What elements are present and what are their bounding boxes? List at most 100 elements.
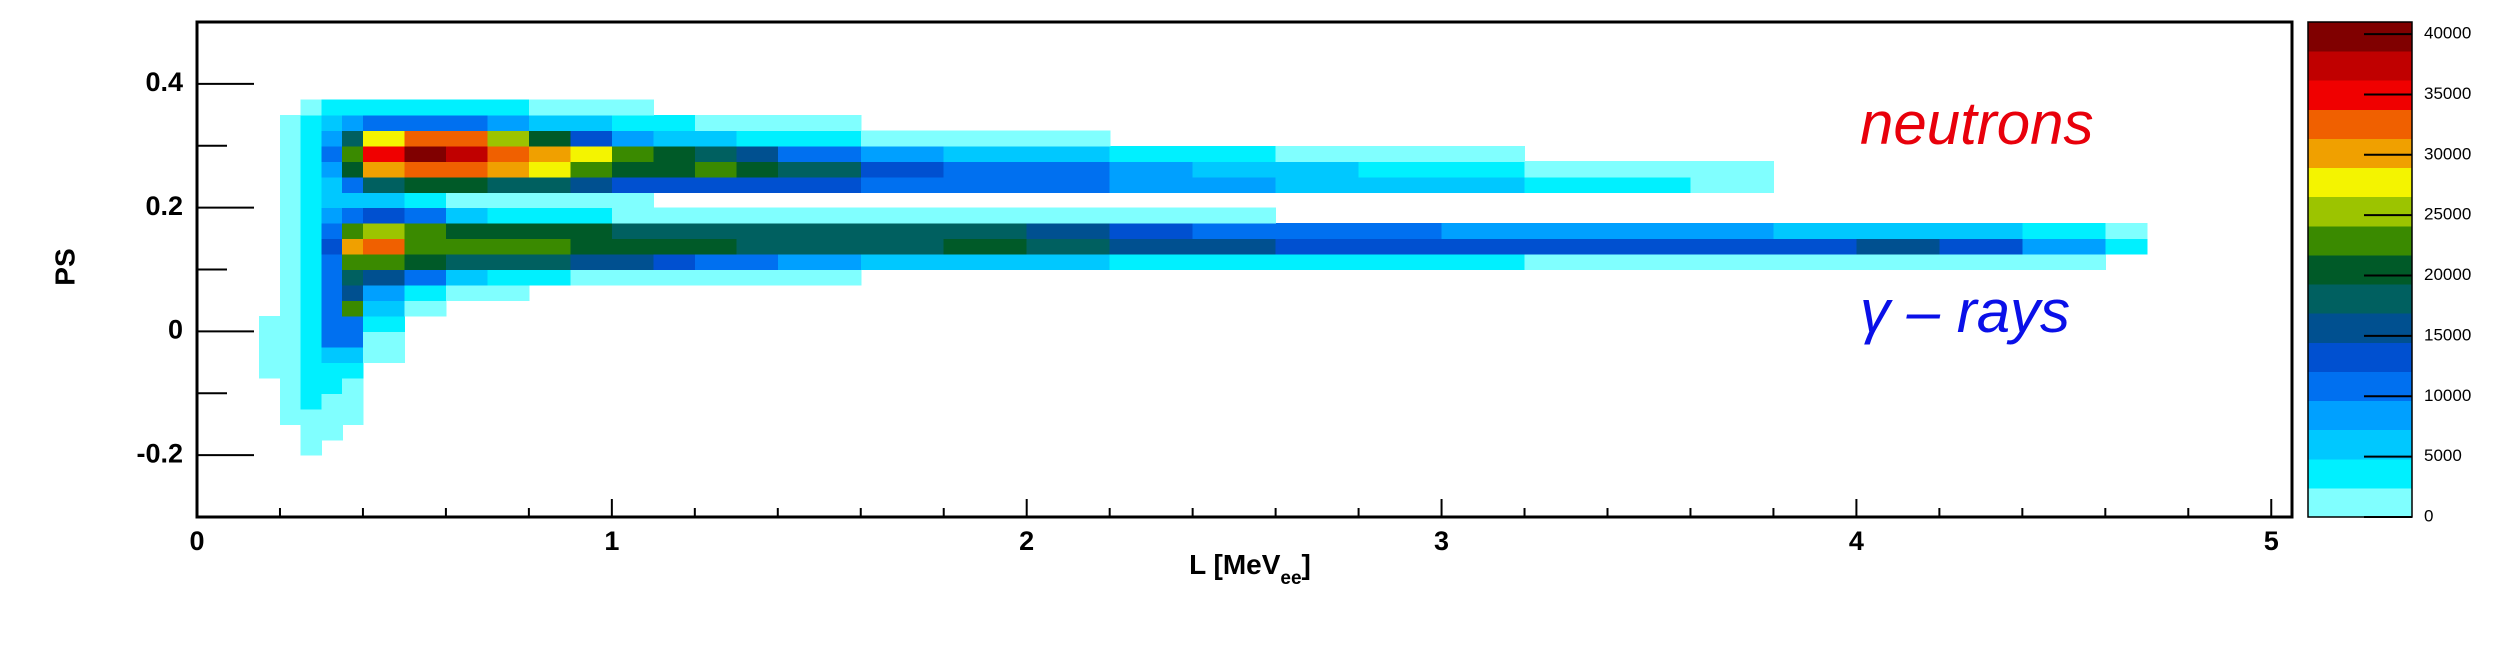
- contour-cell: [342, 84, 363, 100]
- contour-cell: [1525, 362, 1609, 378]
- contour-cell: [943, 254, 1028, 271]
- x-tick-label: 1: [604, 526, 619, 556]
- contour-cell: [861, 331, 945, 347]
- contour-cell: [1359, 84, 1443, 100]
- contour-cell: [1442, 378, 1526, 394]
- contour-cell: [279, 207, 302, 224]
- contour-cell: [259, 315, 281, 332]
- contour-cell: [612, 362, 654, 378]
- contour-cell: [653, 393, 695, 409]
- contour-cell: [529, 331, 571, 347]
- contour-cell: [1607, 285, 1691, 301]
- contour-cell: [1773, 223, 1858, 240]
- contour-cell: [1110, 84, 1194, 100]
- contour-cell: [1359, 409, 1443, 425]
- contour-cell: [612, 84, 654, 100]
- contour-cell: [1939, 378, 2023, 394]
- contour-cell: [861, 424, 945, 440]
- contour-cell: [1690, 130, 1774, 146]
- contour-cell: [342, 223, 364, 240]
- contour-cell: [404, 316, 446, 332]
- contour-cell: [943, 145, 1028, 162]
- contour-cell: [2105, 440, 2147, 456]
- contour-cell: [2105, 316, 2147, 332]
- contour-cell: [321, 176, 343, 193]
- contour-cell: [342, 346, 364, 363]
- contour-cell: [1359, 424, 1443, 440]
- contour-cell: [570, 409, 612, 425]
- contour-cell: [362, 161, 406, 178]
- contour-cell: [1856, 208, 1940, 224]
- contour-cell: [570, 300, 612, 316]
- contour-cell: [1026, 176, 1111, 193]
- colorbar-level: [2308, 342, 2412, 372]
- contour-cell: [695, 393, 737, 409]
- contour-cell: [2022, 192, 2106, 208]
- contour-cell: [944, 99, 1028, 115]
- contour-cell: [259, 393, 280, 409]
- contour-cell: [944, 393, 1028, 409]
- contour-cell: [300, 207, 323, 224]
- contour-cell: [1856, 161, 1940, 177]
- contour-cell: [1193, 300, 1277, 316]
- contour-cell: [861, 270, 945, 286]
- colorbar-level: [2308, 225, 2412, 256]
- contour-cell: [1524, 238, 1609, 255]
- contour-cell: [736, 331, 778, 347]
- contour-cell: [2022, 409, 2106, 425]
- contour-cell: [861, 378, 945, 394]
- contour-cell: [1110, 347, 1194, 363]
- contour-cell: [1607, 223, 1692, 240]
- contour-cell: [1939, 208, 2023, 224]
- contour-cell: [259, 115, 280, 131]
- contour-cell: [1856, 424, 1940, 440]
- contour-cell: [1607, 146, 1691, 162]
- contour-cell: [1939, 254, 2023, 271]
- contour-cell: [653, 192, 695, 208]
- colorbar-tick-label: 30000: [2424, 144, 2471, 163]
- contour-cell: [570, 130, 613, 147]
- contour-cell: [1607, 130, 1691, 146]
- contour-cell: [736, 362, 778, 378]
- contour-cell: [736, 378, 778, 394]
- contour-cell: [1358, 238, 1443, 255]
- contour-cell: [342, 161, 364, 178]
- x-axis-label-main: L [MeV: [1189, 549, 1281, 580]
- colorbar-tick-label: 20000: [2424, 265, 2471, 284]
- contour-cell: [1441, 223, 1526, 240]
- contour-cell: [611, 207, 654, 224]
- contour-cell: [695, 378, 737, 394]
- contour-cell: [653, 440, 695, 456]
- contour-cell: [1856, 238, 1940, 255]
- contour-cell: [778, 285, 862, 301]
- contour-cell: [861, 300, 945, 316]
- contour-cell: [280, 84, 301, 100]
- contour-cell: [1607, 424, 1691, 440]
- contour-cell: [944, 362, 1028, 378]
- contour-cell: [487, 207, 530, 224]
- contour-cell: [342, 440, 363, 456]
- contour-area: [259, 84, 2148, 456]
- colorbar-level: [2308, 429, 2412, 460]
- contour-cell: [1525, 99, 1609, 115]
- contour-cell: [1939, 424, 2023, 440]
- contour-cell: [1690, 440, 1774, 456]
- contour-cell: [653, 362, 695, 378]
- contour-cell: [653, 176, 696, 193]
- contour-cell: [342, 114, 364, 131]
- contour-cell: [1525, 347, 1609, 363]
- contour-cell: [1773, 362, 1857, 378]
- contour-cell: [342, 331, 364, 348]
- contour-cell: [1856, 347, 1940, 363]
- contour-cell: [404, 84, 446, 100]
- contour-cell: [445, 269, 488, 286]
- contour-cell: [321, 424, 343, 441]
- contour-cell: [1027, 270, 1111, 286]
- contour-cell: [570, 393, 612, 409]
- contour-cell: [736, 424, 778, 440]
- contour-cell: [404, 300, 447, 317]
- contour-cell: [695, 316, 737, 332]
- contour-cell: [1525, 300, 1609, 316]
- contour-cell: [2105, 331, 2147, 347]
- contour-cell: [445, 284, 488, 302]
